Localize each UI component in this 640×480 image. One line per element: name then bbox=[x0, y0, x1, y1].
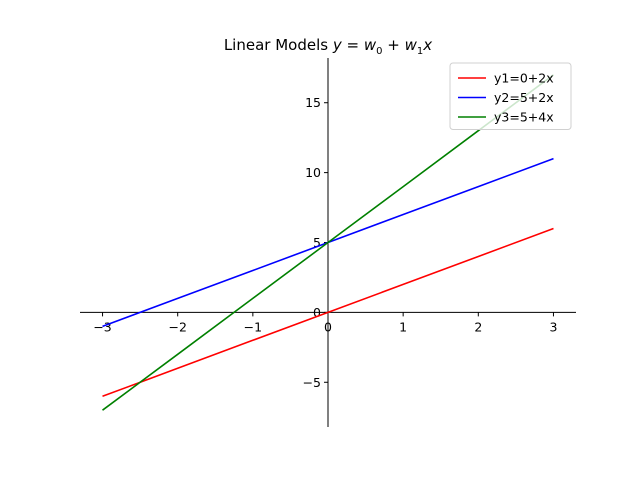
series-line-3 bbox=[102, 74, 554, 411]
y-tick-label: 5 bbox=[313, 235, 321, 250]
legend-label: y3=5+4x bbox=[494, 110, 554, 125]
x-tick-label: 2 bbox=[474, 319, 482, 334]
x-tick-label: 1 bbox=[399, 319, 407, 334]
series-line-1 bbox=[102, 227, 554, 398]
legend-box bbox=[449, 62, 572, 130]
legend-label: y2=5+2x bbox=[494, 90, 554, 105]
series-lines bbox=[102, 74, 554, 411]
axes: −3 −2 −1 0 1 2 3 −5 0 5 10 15 bbox=[80, 58, 576, 427]
y-tick-label: 15 bbox=[305, 95, 321, 110]
legend: y1=0+2x y2=5+2x y3=5+4x bbox=[449, 62, 572, 130]
x-tick-label: 3 bbox=[549, 319, 557, 334]
y-tick-label: 10 bbox=[305, 165, 321, 180]
y-tick-label: −5 bbox=[303, 375, 321, 390]
x-tick-label: −2 bbox=[168, 319, 186, 334]
x-tick-label: −1 bbox=[244, 319, 262, 334]
chart-title: Linear Models y = w0 + w1x bbox=[224, 36, 432, 57]
x-tick-label: 0 bbox=[324, 319, 332, 334]
legend-label: y1=0+2x bbox=[494, 71, 554, 86]
x-tick-label: −3 bbox=[93, 319, 111, 334]
y-tick-label: 0 bbox=[313, 305, 321, 320]
